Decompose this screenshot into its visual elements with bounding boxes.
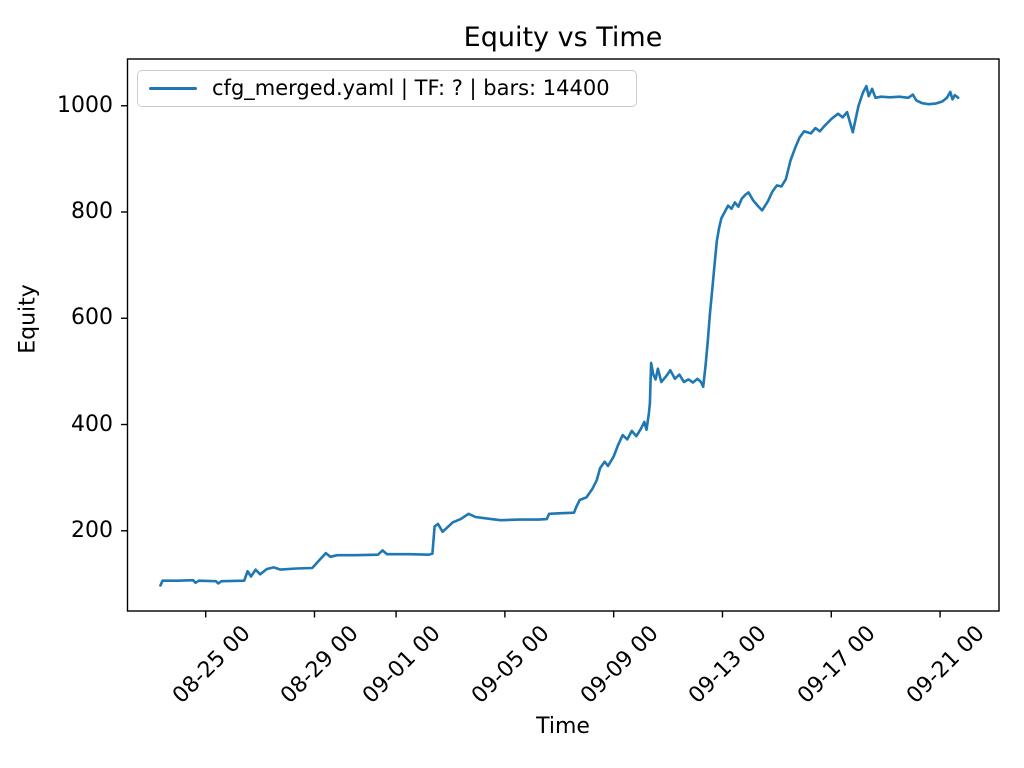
legend-line-sample (149, 86, 197, 91)
y-tick-label: 400 (71, 411, 113, 437)
equity-line (159, 84, 960, 587)
plot-frame (126, 58, 1000, 612)
y-tick-label: 200 (71, 517, 113, 543)
chart-title: Equity vs Time (463, 22, 663, 53)
x-axis-label: Time (536, 714, 590, 739)
legend-label: cfg_merged.yaml | TF: ? | bars: 14400 (212, 75, 610, 100)
legend: cfg_merged.yaml | TF: ? | bars: 14400 (137, 70, 637, 107)
y-tick-label: 1000 (57, 92, 113, 118)
y-tick-label: 600 (71, 305, 113, 331)
y-tick-label: 800 (71, 199, 113, 224)
